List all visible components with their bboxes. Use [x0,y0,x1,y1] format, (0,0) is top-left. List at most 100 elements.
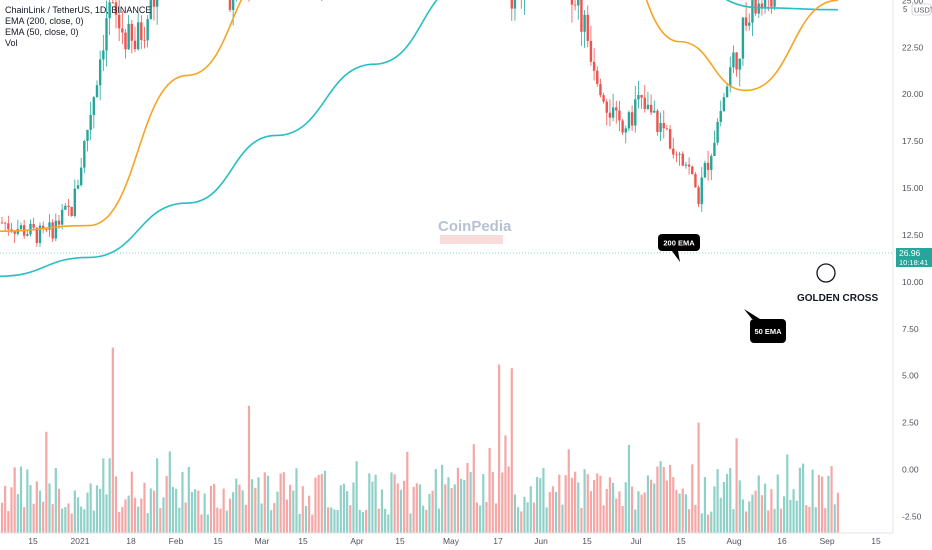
candle-body [618,110,621,121]
candle-body [751,0,754,23]
candle-body [586,14,589,41]
price-tick-label: 10.00 [902,277,924,287]
volume-bar [48,483,51,533]
ema50-legend[interactable]: EMA (50, close, 0) [5,27,79,37]
ema200-legend[interactable]: EMA (200, close, 0) [5,16,84,26]
candle-body [662,122,665,129]
candle-body [719,111,722,122]
volume-bar [352,482,355,533]
volume-bar [184,502,187,533]
volume-bar [149,488,152,533]
volume-bar [719,497,722,533]
candle-body [634,99,637,126]
volume-bar [827,475,830,533]
candle-body [54,220,58,239]
volume-bar [599,475,602,533]
candle-body [7,223,10,230]
volume-bar [805,505,808,533]
candle-body [706,162,710,170]
candle-body [149,0,153,20]
candle-body [621,120,624,133]
volume-bar [767,510,770,533]
volume-bar [618,491,621,533]
price-tick-label: 0.00 [902,465,919,475]
volume-bar [694,504,697,533]
volume-bar [320,473,323,533]
volume-bar [551,486,555,533]
time-tick-label: Jun [534,536,548,546]
volume-bar [776,474,779,533]
volume-bar [336,509,339,533]
volume-bar [10,487,13,533]
price-axis[interactable]: 52.5050.0047.5045.0042.5040.0037.5035.00… [892,0,924,533]
ema200-callout: 200 EMA [658,234,700,262]
candle-body [89,115,92,130]
candle-body [577,0,580,6]
volume-bar [485,502,488,533]
volume-bar [178,507,181,533]
golden-cross-label: GOLDEN CROSS [797,293,878,304]
volume-bar [608,477,612,533]
volume-bar [570,477,574,533]
volume-bar [517,507,520,533]
volume-bar [428,494,431,533]
volume-bar [456,467,460,533]
time-axis[interactable]: 15 2021 18 Feb 15 Mar 15 Apr 15 May 17 Jun 15 Jul 15 Au… [0,532,893,546]
volume-bar [798,467,802,533]
volume-bar [282,472,285,533]
volume-bar [732,509,735,533]
volume-bar [406,451,409,533]
volume-bar [377,508,380,533]
candle-body [640,94,643,98]
volume-bar [792,489,795,533]
candle-body [510,0,513,9]
volume-bar [763,483,767,533]
candle-body [754,0,757,14]
volume-bar [808,506,811,533]
volume-bar [333,509,336,533]
volume-bar [741,499,745,533]
volume-bar [583,469,586,533]
volume-bar [222,488,225,533]
time-tick-label: Mar [255,536,270,546]
candle-body [646,104,650,109]
time-tick-label: Feb [169,536,184,546]
candle-body [114,2,118,15]
volume-bar [678,493,681,533]
volume-bar [574,471,577,533]
volume-bar [488,447,491,533]
volume-bar [311,514,314,533]
volume-bar [612,482,615,533]
volume-bar [317,474,320,533]
candle-body [678,153,681,155]
candle-body [124,32,127,50]
volume-bar [472,444,475,533]
volume-bar [830,466,833,533]
symbol-title[interactable]: ChainLink / TetherUS, 1D, BINANCE [5,5,152,15]
candle-body [684,164,688,166]
volume-bar [140,498,143,533]
candle-body [637,94,640,100]
volume-bar [19,466,23,533]
volume-bar [460,478,463,533]
candle-body [773,0,776,7]
volume-bar [513,494,517,533]
volume-bar [108,458,111,533]
volume-bar [653,483,656,533]
volume-bar [631,486,634,533]
price-tick-label: 20.00 [902,89,924,99]
candle-body [580,0,583,32]
time-tick-label: Sep [819,536,834,546]
candle-body [630,112,634,126]
candle-body [611,107,615,118]
volume-bar [824,508,827,533]
volume-bar [61,508,64,533]
candle-body [656,110,659,133]
volume-legend[interactable]: Vol [5,38,18,48]
candle-body [513,0,517,9]
volume-bar [64,507,67,533]
volume-bar [729,467,732,533]
candle-body [48,222,51,230]
candle-body [659,122,662,133]
